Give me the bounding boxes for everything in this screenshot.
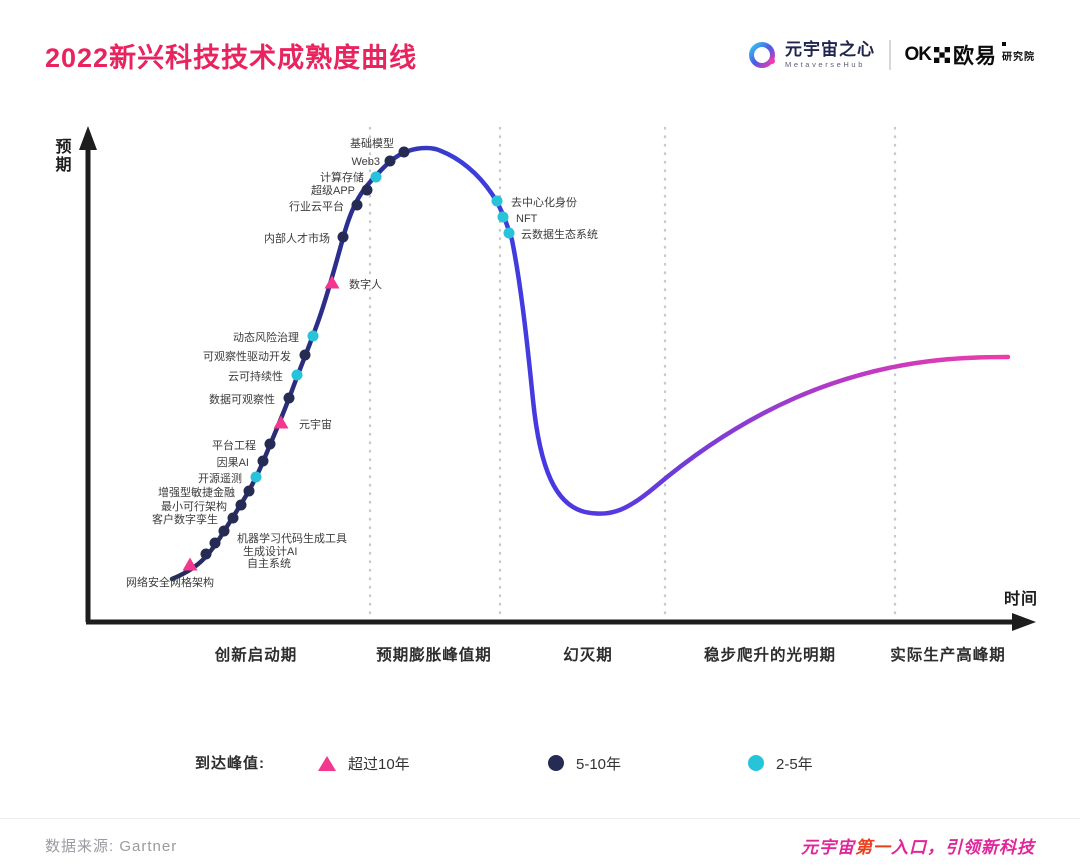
brand-divider: [889, 40, 891, 70]
legend-item-text: 5-10年: [576, 755, 622, 773]
metaversehub-name: 元宇宙之心: [785, 39, 875, 59]
tech-point-dot-icon: [209, 537, 221, 549]
tech-point-dot-icon: [299, 349, 311, 361]
legend-item-over-10y: 超过10年: [318, 748, 410, 778]
tech-point-triangle-icon: [273, 415, 289, 429]
data-source: 数据来源: Gartner: [45, 838, 178, 855]
tech-point-dot-icon: [291, 369, 303, 381]
triangle-marker-icon: [318, 755, 336, 771]
tech-point-label: 自主系统: [247, 557, 291, 570]
metaversehub-logo: 元宇宙之心 MetaverseHub: [747, 40, 875, 70]
metaversehub-ring-icon: [749, 42, 775, 68]
hype-curve: [169, 145, 1011, 582]
legend: 到达峰值: 超过10年 5-10年 2-5年: [0, 748, 1080, 778]
tech-point-dot-icon: [491, 195, 503, 207]
tech-point-dot-icon: [243, 485, 255, 497]
tech-point-label: 基础模型: [350, 136, 394, 150]
okx-logo: OK 欧易 研究院: [905, 40, 1036, 70]
tech-point-dot-icon: [351, 199, 363, 211]
tech-point-dot-icon: [235, 499, 247, 511]
phase-label: 实际生产高峰期: [890, 645, 1006, 664]
okx-ok-mark: OK: [904, 44, 932, 65]
phase-label: 幻灭期: [563, 645, 613, 664]
tech-point-dot-icon: [503, 227, 515, 239]
tech-point-dot-icon: [283, 392, 295, 404]
page-title: 2022新兴科技技术成熟度曲线: [45, 43, 418, 73]
tech-point-label: 网络安全网格架构: [126, 575, 214, 589]
tech-point-label: 云可持续性: [228, 369, 283, 383]
tech-point-dot-icon: [398, 146, 410, 158]
okx-sub-block: 研究院: [1002, 41, 1035, 63]
tech-point-label: 动态风险治理: [233, 330, 299, 344]
tech-point-dot-icon: [370, 171, 382, 183]
y-axis-label: 预期: [55, 138, 72, 174]
tech-point-label: 行业云平台: [289, 199, 344, 213]
tech-point-label: Web3: [351, 156, 380, 168]
y-axis-arrow-icon: [79, 126, 97, 150]
tech-point-label: 平台工程: [212, 438, 256, 452]
x-axis-arrow-icon: [1012, 613, 1036, 631]
tech-point-dot-icon: [250, 471, 262, 483]
brand-logos: 元宇宙之心 MetaverseHub OK 欧易 研究院: [747, 40, 1035, 70]
tech-point-label: 数字人: [349, 277, 382, 291]
legend-item-text: 超过10年: [348, 755, 410, 773]
tech-point-label: 最小可行架构: [161, 499, 227, 513]
tech-point-dot-icon: [200, 548, 212, 560]
tech-point-label: 数据可观察性: [209, 392, 275, 406]
okx-x-icon: [934, 47, 950, 63]
tech-point-label: 因果AI: [217, 456, 249, 469]
tech-point-label: 生成设计AI: [243, 544, 297, 558]
legend-label: 到达峰值:: [195, 755, 265, 772]
tech-point-triangle-icon: [182, 557, 198, 571]
tech-point-label: 计算存储: [320, 170, 364, 184]
tech-point-label: 去中心化身份: [511, 195, 577, 209]
tech-point-dot-icon: [257, 455, 269, 467]
phase-label: 创新启动期: [214, 645, 298, 664]
tech-point-triangle-icon: [324, 275, 340, 289]
metaversehub-sub: MetaverseHub: [785, 60, 865, 70]
footer-slogan: 元宇宙第一入口，引领新科技: [801, 833, 1035, 858]
cyan-dot-icon: [748, 755, 764, 771]
okx-sub: 研究院: [1002, 51, 1035, 63]
tech-point-label: 增强型敏捷金融: [158, 485, 235, 499]
okx-name: 欧易: [953, 45, 997, 68]
legend-item-2-5y: 2-5年: [748, 748, 813, 778]
tech-point-dot-icon: [227, 512, 239, 524]
footer: 数据来源: Gartner 元宇宙第一入口，引领新科技: [0, 818, 1080, 868]
slogan-part: 第一: [855, 838, 891, 857]
tech-point-dot-icon: [497, 211, 509, 223]
tech-point-label: 客户数字孪生: [152, 512, 218, 526]
navy-dot-icon: [548, 755, 564, 771]
slogan-part: 入口，引领新科技: [891, 838, 1035, 857]
tech-point-label: 云数据生态系统: [521, 227, 598, 241]
tech-point-dot-icon: [337, 231, 349, 243]
x-axis-label: 时间: [1004, 589, 1038, 608]
tech-point-dot-icon: [361, 184, 373, 196]
tech-point-dot-icon: [264, 438, 276, 450]
tech-point-dot-icon: [218, 525, 230, 537]
okx-square-icon: [1002, 41, 1006, 46]
tech-point-label: 内部人才市场: [264, 231, 330, 245]
legend-item-5-10y: 5-10年: [548, 748, 621, 778]
tech-point-label: 元宇宙: [299, 417, 332, 431]
tech-point-label: 可观察性驱动开发: [203, 349, 291, 363]
tech-point-label: 超级APP: [311, 183, 355, 197]
tech-point-label: NFT: [516, 213, 538, 225]
tech-point-label: 开源遥测: [198, 471, 242, 485]
tech-point-dot-icon: [307, 330, 319, 342]
legend-item-text: 2-5年: [776, 755, 813, 773]
phase-label: 预期膨胀峰值期: [376, 645, 492, 664]
slogan-part: 元宇宙: [801, 838, 855, 857]
phase-label: 稳步爬升的光明期: [704, 645, 836, 664]
tech-point-label: 机器学习代码生成工具: [237, 531, 347, 545]
tech-point-dot-icon: [384, 155, 396, 167]
